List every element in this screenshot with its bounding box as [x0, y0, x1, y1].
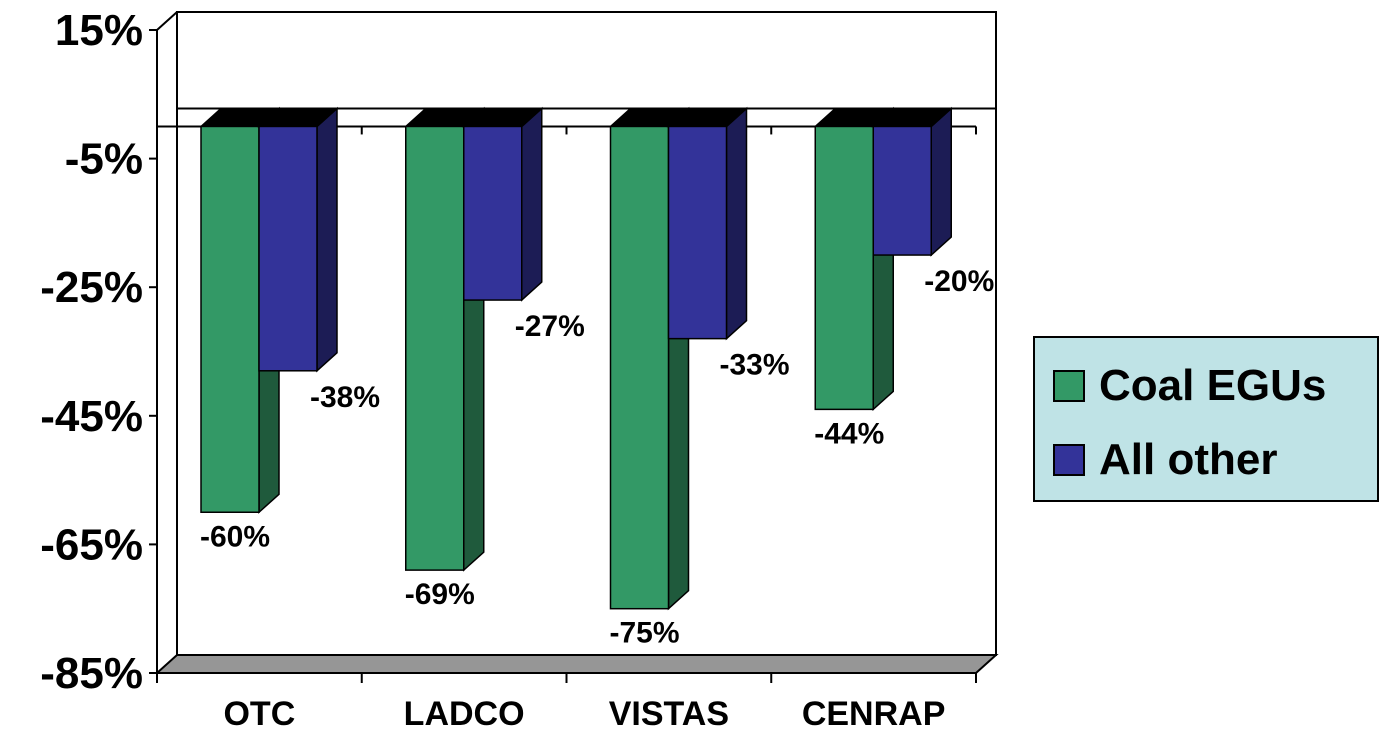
bar: [200, 125, 260, 513]
x-category-label: VISTAS: [609, 695, 729, 732]
chart-bars: [199, 106, 954, 611]
legend-swatch-coal-egus: [1053, 370, 1085, 402]
legend-item-coal-egus: Coal EGUs: [1053, 364, 1326, 408]
data-label: -27%: [515, 310, 585, 343]
bar-side: [930, 106, 952, 257]
bar: [667, 125, 728, 340]
bar: [814, 125, 874, 411]
data-label: -60%: [200, 520, 270, 553]
bar-side: [725, 106, 748, 341]
y-tick-label: -5%: [65, 135, 143, 184]
chart-floor: [154, 654, 999, 674]
legend-label-coal-egus: Coal EGUs: [1099, 361, 1327, 410]
y-tick-label: 15%: [55, 6, 143, 55]
data-label: -75%: [609, 617, 679, 650]
y-tick-label: -65%: [40, 520, 143, 569]
bar: [258, 125, 318, 372]
y-tick-label: -85%: [40, 649, 143, 698]
bar: [609, 125, 670, 610]
bar-side: [316, 106, 338, 373]
data-label: -33%: [719, 349, 789, 382]
data-label: -69%: [405, 578, 475, 611]
legend-item-all-other: All other: [1053, 438, 1277, 482]
legend-label-all-other: All other: [1099, 435, 1278, 484]
y-tick-label: -25%: [40, 263, 143, 312]
bar: [872, 125, 932, 256]
legend: Coal EGUs All other: [1033, 336, 1379, 502]
side-wall-top-edge: [156, 11, 178, 31]
bar: [463, 125, 523, 301]
chart-labels: 15% -5% -25% -45% -65% -85% -60% -38% OTC -69% -27…: [40, 6, 994, 732]
x-category-label: CENRAP: [802, 695, 946, 732]
y-tick-label: -45%: [40, 392, 143, 441]
data-label: -38%: [310, 381, 380, 414]
legend-swatch-all-other: [1053, 444, 1085, 476]
bar-side: [521, 106, 543, 302]
data-label: -44%: [814, 417, 884, 450]
data-label: -20%: [924, 265, 994, 298]
bar: [405, 125, 465, 571]
x-category-label: OTC: [223, 695, 295, 732]
x-category-label: LADCO: [404, 695, 525, 732]
